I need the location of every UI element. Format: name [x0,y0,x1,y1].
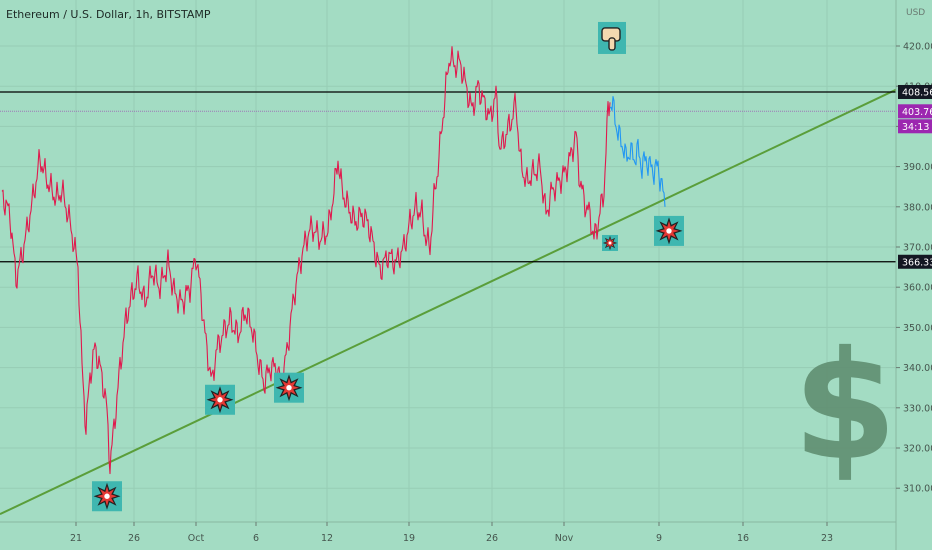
y-tick-label: 350.00 [903,323,932,334]
x-tick-label: 16 [737,533,749,544]
gridlines [0,0,896,522]
y-tick-label: 360.00 [903,283,932,294]
pointing-hand-icon-finger [608,37,616,51]
current-price-badge-bg [898,104,932,119]
price-series [1,46,666,475]
annotations [92,21,684,512]
explosion-icon-core [286,385,292,391]
level-badge: 366.33 [902,257,932,268]
x-tick-label: 9 [656,533,662,544]
x-tick-label: 26 [486,533,498,544]
current-price-badge: 403.76 [902,107,932,118]
countdown-badge: 34:13 [902,122,929,133]
x-tick-label: 23 [821,533,833,544]
explosion-icon-core [217,397,223,403]
x-tick-label: 26 [128,533,140,544]
level-badge-bg [898,254,932,269]
dollar-sign-icon: $ [793,320,897,494]
time-axis[interactable]: 21 26 Oct 6 12 19 26 Nov 9 16 23 [70,522,833,544]
y-tick-label: 320.00 [903,444,932,455]
y-tick-label: 310.00 [903,484,932,495]
horizontal-levels[interactable] [0,91,896,263]
x-tick-label: 21 [70,533,82,544]
price-badges: 408.56 366.33 403.76 34:13 [898,84,932,269]
x-tick-label: 6 [253,533,259,544]
trendline-segment[interactable] [0,88,897,516]
x-tick-label: Oct [188,533,205,544]
level-badge: 408.56 [902,87,932,98]
price-series-line [609,95,666,207]
x-tick-label: 19 [403,533,415,544]
y-tick-label: 370.00 [903,243,932,254]
explosion-icon-core [608,241,612,245]
explosion-icon-core [104,493,110,499]
explosion-icon [654,215,684,246]
explosion-icon [92,481,122,512]
pointing-hand-icon [598,21,626,54]
level-badge-bg [898,84,932,99]
x-tick-label: 12 [321,533,333,544]
explosion-icon [205,384,235,415]
countdown-badge-bg [898,119,932,134]
x-tick-label: Nov [555,533,574,544]
y-tick-label: 380.00 [903,202,932,213]
y-tick-label: 390.00 [903,162,932,173]
y-tick-label: 340.00 [903,363,932,374]
explosion-icon-core [666,228,672,234]
chart-title: Ethereum / U.S. Dollar, 1h, BITSTAMP [6,8,211,21]
currency-label: USD [906,8,926,18]
price-series-line [1,46,611,475]
explosion-icon [602,234,618,251]
y-tick-label: 330.00 [903,403,932,414]
y-tick-label: 420.00 [903,42,932,53]
dollar-sign-glyph: $ [793,320,897,494]
trendline[interactable] [0,88,897,516]
explosion-icon [274,372,304,403]
